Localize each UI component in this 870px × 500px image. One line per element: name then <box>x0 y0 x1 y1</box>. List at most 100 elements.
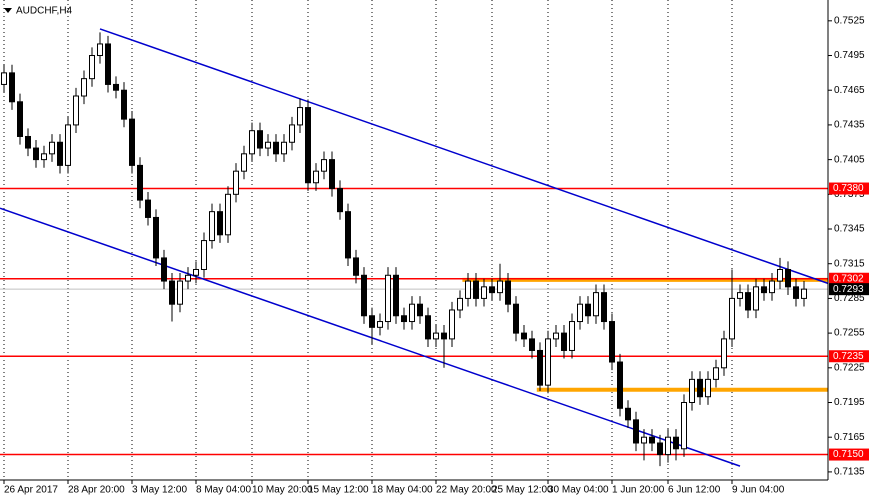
candle-body <box>601 292 607 323</box>
y-tick-label: 0.7345 <box>834 224 865 235</box>
candle-body <box>377 321 383 328</box>
level-label-box <box>829 350 869 363</box>
candle-body <box>617 361 623 409</box>
candle-body <box>681 402 687 450</box>
candle-body <box>657 442 663 456</box>
candle-body <box>761 286 767 294</box>
x-tick-label: 26 Apr 2017 <box>4 485 58 496</box>
candle-body <box>585 303 591 317</box>
candle-body <box>489 286 495 294</box>
y-tick-label: 0.7135 <box>834 467 865 478</box>
candle-body <box>457 297 463 311</box>
candle-body <box>289 124 295 143</box>
candle-body <box>577 303 583 323</box>
candle-body <box>593 292 599 317</box>
candle-body <box>369 315 375 328</box>
candle-body <box>777 268 783 282</box>
x-tick-label: 1 Jun 20:00 <box>612 485 665 496</box>
candle-body <box>521 332 527 340</box>
candle-body <box>505 280 511 305</box>
candle-body <box>49 141 55 155</box>
candle-body <box>113 83 119 91</box>
candle-body <box>97 43 103 57</box>
candle-body <box>241 153 247 172</box>
y-tick-label: 0.7285 <box>834 293 865 304</box>
candle-body <box>201 240 207 270</box>
menu-arrow[interactable] <box>4 8 12 13</box>
candle-body <box>145 199 151 218</box>
candle-body <box>305 107 311 184</box>
candle-body <box>417 303 423 317</box>
candle-body <box>361 274 367 317</box>
candle-body <box>345 211 351 259</box>
y-tick-label: 0.7195 <box>834 397 865 408</box>
candle-body <box>257 130 263 149</box>
level-label: 0.7150 <box>833 449 864 460</box>
y-tick-label: 0.7165 <box>834 432 865 443</box>
candle-body <box>569 321 575 351</box>
x-tick-label: 30 May 04:00 <box>548 485 609 496</box>
y-tick-label: 0.7315 <box>834 258 865 269</box>
candle-body <box>9 72 15 103</box>
level-label: 0.7235 <box>833 351 864 362</box>
candle-body <box>481 286 487 299</box>
y-tick-label: 0.7225 <box>834 362 865 373</box>
candle-body <box>249 130 255 155</box>
y-tick-label: 0.7525 <box>834 15 865 26</box>
candle-body <box>705 378 711 398</box>
candle-body <box>25 135 31 149</box>
candle-body <box>465 280 471 299</box>
candle-body <box>129 118 135 166</box>
candle-body <box>17 101 23 137</box>
price-label: 0.7293 <box>833 284 864 295</box>
x-tick-label: 28 Apr 20:00 <box>68 485 125 496</box>
candle-body <box>449 309 455 340</box>
candle-body <box>385 274 391 323</box>
candle-body <box>225 193 231 236</box>
candle-body <box>433 332 439 340</box>
candle-body <box>41 153 47 161</box>
candle-body <box>313 170 319 184</box>
candle-body <box>297 107 303 126</box>
level-label: 0.7302 <box>833 273 864 284</box>
chart-title: AUDCHF,H4 <box>16 6 73 17</box>
candle-body <box>721 338 727 369</box>
candle-body <box>265 141 271 149</box>
candle-body <box>57 141 63 166</box>
candle-body <box>713 367 719 380</box>
candle-body <box>561 332 567 351</box>
candle-body <box>729 297 735 340</box>
candle-body <box>281 141 287 155</box>
x-tick-label: 10 May 20:00 <box>252 485 313 496</box>
level-label: 0.7380 <box>833 183 864 194</box>
candle-body <box>769 280 775 294</box>
x-tick-label: 22 May 20:00 <box>436 485 497 496</box>
candle-body <box>673 436 679 450</box>
candle-body <box>169 280 175 305</box>
x-tick-label: 18 May 04:00 <box>372 485 433 496</box>
candle-body <box>553 332 559 340</box>
level-label-box <box>829 182 869 195</box>
level-label-box <box>829 448 869 461</box>
candle-body <box>81 78 87 97</box>
candle-body <box>473 280 479 299</box>
candle-body <box>785 268 791 288</box>
candle-body <box>273 141 279 155</box>
trend-line <box>0 207 741 467</box>
candle-body <box>1 72 7 85</box>
candle-body <box>737 292 743 299</box>
candle-body <box>665 436 671 456</box>
candle-body <box>105 43 111 85</box>
x-tick-label: 6 Jun 12:00 <box>668 485 721 496</box>
candle-body <box>745 292 751 311</box>
candle-body <box>193 268 199 276</box>
candle-body <box>513 303 519 334</box>
candle-body <box>753 286 759 311</box>
candle-body <box>33 147 39 161</box>
y-tick-label: 0.7405 <box>834 154 865 165</box>
price-label-box <box>829 283 869 296</box>
candle-body <box>497 280 503 294</box>
candle-body <box>625 407 631 421</box>
candle-body <box>73 95 79 126</box>
level-label-box <box>829 272 869 285</box>
